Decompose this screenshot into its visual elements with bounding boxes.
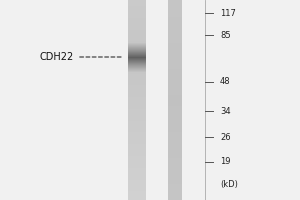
Text: CDH22: CDH22	[39, 52, 73, 62]
Text: 26: 26	[220, 132, 231, 142]
Text: 85: 85	[220, 30, 231, 40]
Text: 117: 117	[220, 8, 236, 18]
Text: 34: 34	[220, 107, 231, 116]
Text: 19: 19	[220, 158, 230, 166]
Text: (kD): (kD)	[220, 180, 238, 190]
Text: 48: 48	[220, 77, 231, 86]
